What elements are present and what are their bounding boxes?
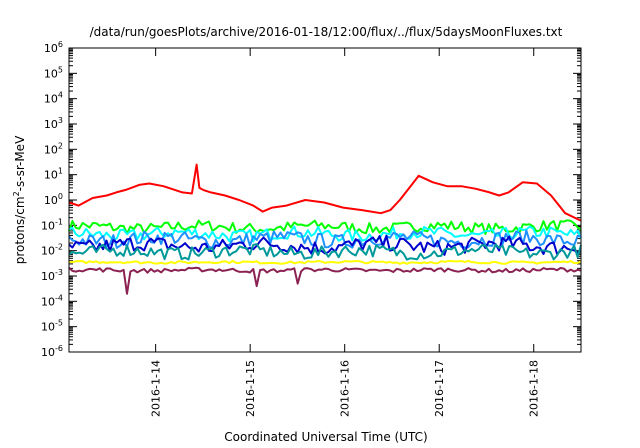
series-line-0 [68, 163, 582, 222]
y-tick-exponent: 4 [58, 91, 63, 100]
y-tick-label: 10-6 [41, 344, 63, 359]
y-tick-base: 10 [41, 245, 55, 258]
y-tick-exponent: -2 [55, 243, 63, 252]
x-axis-label: Coordinated Universal Time (UTC) [224, 430, 427, 444]
y-tick-label: 105 [44, 65, 63, 80]
y-tick-base: 10 [41, 295, 55, 308]
y-tick-label: 102 [44, 141, 63, 156]
y-tick-base: 10 [44, 93, 58, 106]
y-tick-exponent: -3 [55, 268, 63, 277]
y-tick-base: 10 [44, 169, 58, 182]
y-tick-base: 10 [41, 219, 55, 232]
y-tick-label: 10-3 [41, 268, 63, 283]
y-tick-label: 104 [44, 91, 63, 106]
series-layer [68, 163, 582, 295]
y-tick-base: 10 [44, 42, 58, 55]
x-tick-label: 2016-1-17 [433, 360, 446, 417]
y-tick-label: 10-5 [41, 319, 63, 334]
y-tick-exponent: 5 [58, 65, 63, 74]
y-tick-base: 10 [41, 321, 55, 334]
y-tick-base: 10 [44, 67, 58, 80]
y-tick-exponent: -6 [55, 344, 63, 353]
x-tick-label: 2016-1-16 [339, 360, 352, 417]
series-line-1 [68, 219, 582, 235]
x-tick-label: 2016-1-15 [244, 360, 257, 417]
y-tick-exponent: 3 [58, 116, 63, 125]
series-line-7 [68, 266, 582, 295]
y-tick-exponent: 0 [58, 192, 63, 201]
plot-frame [68, 47, 582, 353]
y-tick-exponent: -1 [55, 217, 63, 226]
chart-title: /data/run/goesPlots/archive/2016-01-18/1… [90, 25, 563, 39]
y-tick-exponent: -5 [55, 319, 63, 328]
x-axis: 2016-1-14 2016-1-15 2016-1-16 2016-1-17 2016… [150, 48, 541, 417]
y-axis: 10-610-510-410-310-210-11001011021031041… [41, 40, 581, 359]
series-line-6 [68, 259, 582, 265]
y-tick-exponent: 1 [58, 167, 63, 176]
y-tick-label: 100 [44, 192, 63, 207]
y-tick-label: 10-2 [41, 243, 63, 258]
series-line-5 [68, 243, 582, 261]
x-tick-label: 2016-1-18 [528, 360, 541, 417]
y-tick-exponent: 6 [58, 40, 63, 49]
y-tick-base: 10 [44, 194, 58, 207]
y-tick-label: 106 [44, 40, 63, 55]
y-tick-base: 10 [44, 118, 58, 131]
y-tick-label: 10-1 [41, 217, 63, 232]
y-axis-label: protons/cm2-s-sr-MeV [12, 135, 27, 264]
y-tick-exponent: -4 [55, 293, 63, 302]
y-axis-label-prefix: protons/cm [13, 196, 27, 264]
y-tick-label: 103 [44, 116, 63, 131]
y-axis-label-sup: 2 [12, 191, 21, 196]
y-tick-base: 10 [41, 270, 55, 283]
y-tick-label: 10-4 [41, 293, 63, 308]
y-tick-base: 10 [44, 143, 58, 156]
y-tick-base: 10 [41, 346, 55, 359]
y-axis-label-suffix: -s-sr-MeV [13, 135, 27, 191]
x-tick-label: 2016-1-14 [150, 360, 163, 417]
y-tick-exponent: 2 [58, 141, 63, 150]
y-tick-label: 101 [44, 167, 63, 182]
